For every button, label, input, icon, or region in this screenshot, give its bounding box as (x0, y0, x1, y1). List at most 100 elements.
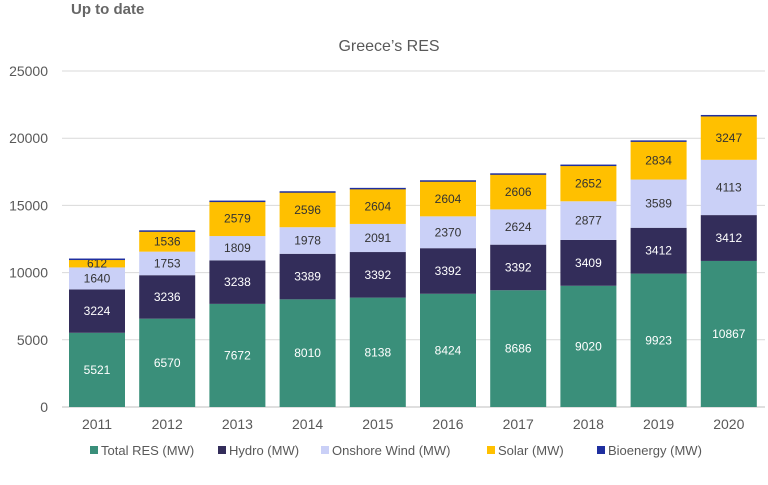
bar-segment (490, 290, 547, 407)
bar-segment (349, 252, 406, 298)
bar-segment (279, 192, 336, 228)
data-label: 8138 (364, 345, 391, 359)
data-label: 3589 (645, 197, 672, 211)
bar-segment (700, 215, 757, 261)
data-label: 10867 (712, 327, 746, 341)
bar-segment (630, 141, 687, 180)
header-text: Up to date (71, 1, 145, 18)
data-label: 2091 (364, 231, 391, 245)
data-label: 8010 (294, 346, 321, 360)
data-label: 2579 (224, 212, 251, 226)
data-label: 3412 (645, 244, 672, 258)
bar-segment (279, 253, 336, 300)
data-label: 1753 (154, 256, 181, 270)
legend-label: Total RES (MW) (101, 443, 194, 458)
bar-segment (139, 275, 196, 319)
bar-segment (630, 179, 687, 228)
bar-segment (560, 164, 617, 167)
x-tick-label: 2019 (643, 416, 674, 432)
data-label: 2624 (505, 220, 532, 234)
legend-swatch (487, 446, 495, 454)
bar-segment (490, 244, 547, 291)
bar-segment (420, 248, 476, 294)
x-tick-label: 2017 (503, 416, 534, 432)
data-label: 2370 (435, 225, 462, 239)
bar-segment (69, 332, 125, 407)
bar-segment (560, 239, 617, 286)
data-label: 3389 (294, 270, 321, 284)
data-label: 1978 (294, 234, 321, 248)
bar-segment (209, 260, 266, 304)
data-label: 2604 (364, 199, 391, 213)
data-label: 1640 (84, 271, 111, 285)
y-tick-label: 0 (40, 399, 48, 415)
y-tick-label: 5000 (17, 332, 48, 348)
x-tick-label: 2012 (152, 416, 183, 432)
data-label: 5521 (84, 363, 111, 377)
x-tick-label: 2020 (713, 416, 744, 432)
data-label: 1809 (224, 241, 251, 255)
bar-segment (209, 201, 266, 237)
data-label: 612 (87, 256, 107, 270)
data-label: 2596 (294, 203, 321, 217)
legend-swatch (218, 446, 226, 454)
data-label: 8424 (435, 343, 462, 357)
data-label: 6570 (154, 356, 181, 370)
x-tick-label: 2015 (362, 416, 393, 432)
data-label: 3238 (224, 275, 251, 289)
bar-segment (490, 209, 547, 245)
bar-segment (349, 223, 406, 253)
data-label: 9020 (575, 339, 602, 353)
bar-segment (630, 273, 687, 407)
bar-segment (349, 297, 406, 407)
x-tick-label: 2013 (222, 416, 253, 432)
bar-segment (349, 187, 406, 190)
bar-segment (560, 285, 617, 407)
bar-segment (420, 180, 476, 182)
bar-segment (139, 318, 196, 407)
bar-segment (69, 289, 125, 333)
bar-segment (139, 230, 196, 232)
bar-segment (490, 174, 547, 210)
data-label: 3392 (435, 264, 462, 278)
bar-segment (139, 231, 196, 252)
data-label: 2652 (575, 176, 602, 190)
bar-segment (279, 191, 336, 193)
bar-segment (630, 227, 687, 274)
data-label: 8686 (505, 342, 532, 356)
bar-segment (490, 173, 547, 175)
y-tick-label: 25000 (9, 63, 48, 79)
legend-label: Bioenergy (MW) (608, 443, 702, 458)
bar-segment (209, 236, 266, 261)
bar-segment (69, 259, 125, 268)
bar-segment (349, 188, 406, 224)
y-tick-label: 20000 (9, 130, 48, 146)
bar-segment (69, 258, 125, 261)
legend-swatch (321, 446, 329, 454)
bar-segment (700, 114, 757, 117)
data-label: 3236 (154, 290, 181, 304)
bar-segment (209, 200, 266, 203)
legend-swatch (90, 446, 98, 454)
data-label: 3247 (715, 131, 742, 145)
x-tick-label: 2016 (432, 416, 463, 432)
data-label: 2834 (645, 153, 672, 167)
data-label: 9923 (645, 333, 672, 347)
bar-segment (209, 303, 266, 407)
data-label: 2877 (575, 214, 602, 228)
data-label: 1536 (154, 234, 181, 248)
bar-segment (700, 260, 757, 407)
chart-title: Greece’s RES (338, 38, 439, 55)
bar-segment (279, 227, 336, 254)
bar-segment (279, 299, 336, 407)
bar-segment (139, 251, 196, 276)
data-label: 3224 (84, 304, 111, 318)
y-tick-label: 10000 (9, 265, 48, 281)
legend-label: Solar (MW) (498, 443, 564, 458)
bar-segment (560, 201, 617, 240)
data-label: 4113 (716, 180, 742, 194)
data-label: 3409 (575, 256, 602, 270)
data-label: 2604 (435, 192, 462, 206)
legend-label: Onshore Wind (MW) (332, 443, 450, 458)
